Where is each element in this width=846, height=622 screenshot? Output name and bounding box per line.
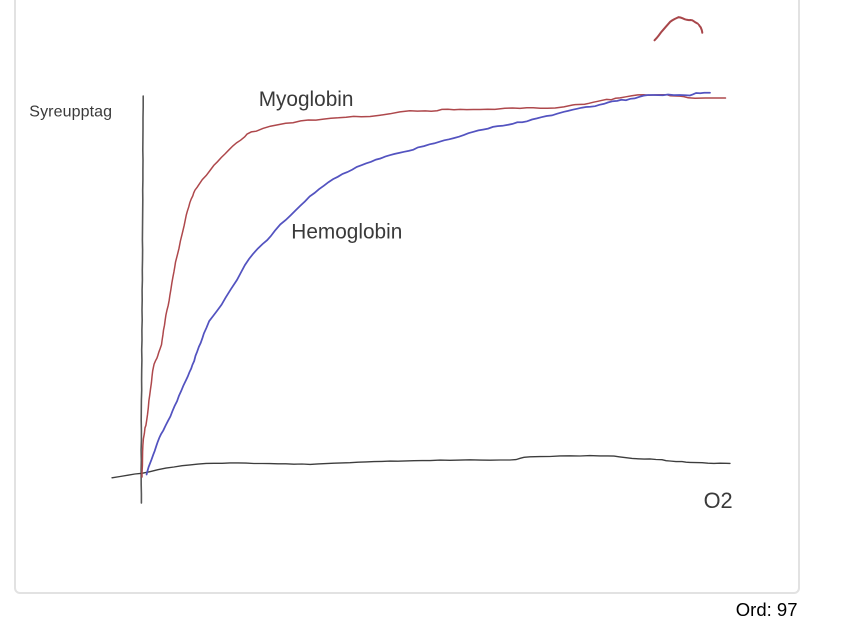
svg-text:Myoglobin: Myoglobin	[259, 88, 354, 111]
svg-text:O2: O2	[704, 488, 733, 513]
svg-text:Syreupptag: Syreupptag	[29, 103, 112, 120]
svg-text:Hemoglobin: Hemoglobin	[291, 221, 402, 244]
